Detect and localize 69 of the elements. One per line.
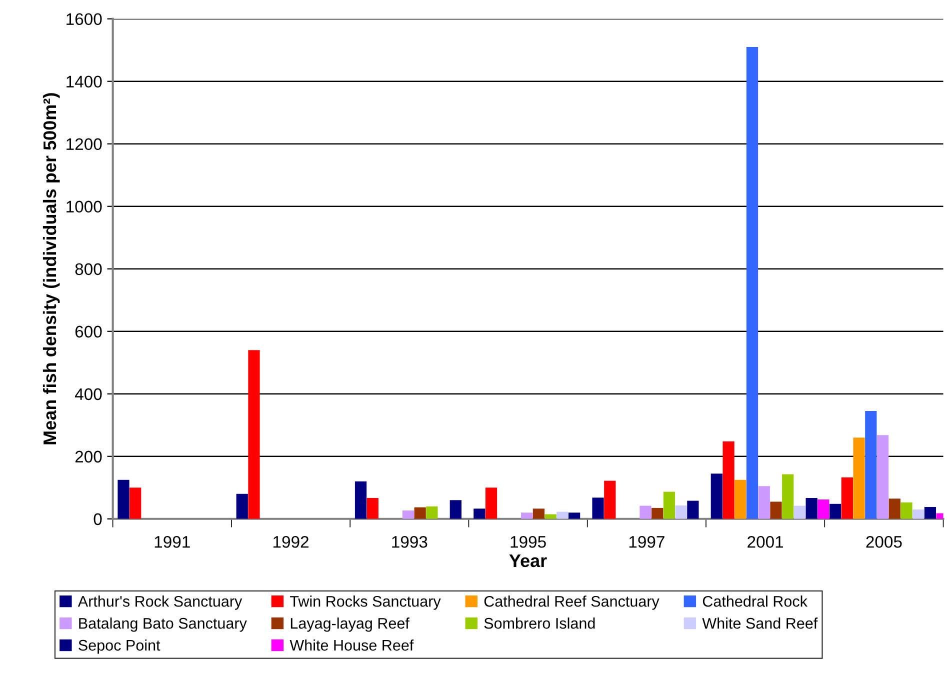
legend-label: Batalang Bato Sanctuary (79, 618, 247, 632)
y-tick-label: 800 (75, 263, 102, 276)
bar (746, 46, 758, 519)
bar (663, 492, 676, 519)
bar (841, 477, 853, 519)
legend-label: Twin Rocks Sanctuary (290, 596, 441, 610)
y-tick-label: 1600 (66, 13, 102, 26)
legend-label: Arthur's Rock Sanctuary (78, 596, 242, 610)
bar (118, 480, 130, 519)
bar (758, 486, 770, 519)
bar (640, 506, 652, 519)
legend-label: Sepoc Point (78, 639, 160, 654)
bar (876, 435, 889, 519)
bar (722, 441, 734, 519)
bar (806, 498, 818, 519)
bar (734, 480, 746, 519)
bar (888, 498, 900, 519)
bar (675, 505, 687, 519)
x-tick-label: 1991 (154, 536, 190, 548)
bar (474, 508, 486, 519)
bar (782, 474, 794, 519)
bar (770, 502, 782, 519)
bar (426, 506, 438, 519)
x-axis-title: Year (509, 554, 547, 568)
bar (354, 481, 367, 519)
bar (900, 502, 912, 519)
y-tick-label: 0 (94, 513, 102, 526)
bar (687, 500, 699, 519)
x-tick-label: 1992 (274, 536, 308, 548)
legend-label: Layag-layag Reef (290, 618, 410, 632)
y-tick-label: 1000 (66, 200, 102, 213)
bar (532, 508, 545, 519)
bar (248, 350, 260, 519)
y-axis-title: Mean fish density (individuals per 500m²) (42, 93, 60, 444)
bar (794, 506, 806, 519)
bar (236, 494, 248, 519)
x-tick-label: 2005 (866, 536, 902, 548)
x-tick-label: 1993 (392, 536, 428, 548)
bar (556, 512, 568, 519)
y-tick-label: 1400 (66, 76, 102, 88)
bar (130, 488, 142, 519)
y-tick-label: 600 (75, 326, 102, 338)
bar (366, 498, 378, 519)
bar (604, 480, 616, 519)
legend-label: White Sand Reef (702, 618, 818, 629)
legend-label: Sombrero Island (484, 618, 595, 629)
x-tick-label: 1997 (629, 536, 664, 548)
bar (414, 507, 426, 519)
bar (450, 500, 462, 519)
bar (853, 438, 865, 519)
bar (710, 474, 722, 519)
bar (592, 498, 604, 519)
legend-label: White House Reef (290, 639, 414, 651)
bar (865, 411, 877, 519)
x-tick-label: 2001 (748, 536, 784, 548)
y-tick-label: 200 (75, 450, 102, 463)
x-tick-label: 1995 (510, 536, 546, 548)
bar (829, 504, 842, 519)
bar (521, 512, 533, 519)
bar (912, 510, 924, 519)
legend-label: Cathedral Reef Sanctuary (484, 596, 660, 610)
y-tick-label: 400 (74, 388, 102, 400)
legend-label: Cathedral Rock (702, 596, 808, 607)
bar (568, 512, 580, 519)
bar (402, 510, 414, 519)
y-tick-label: 1200 (66, 138, 102, 150)
bar (652, 508, 664, 519)
bar (485, 488, 498, 519)
bar (544, 514, 556, 519)
